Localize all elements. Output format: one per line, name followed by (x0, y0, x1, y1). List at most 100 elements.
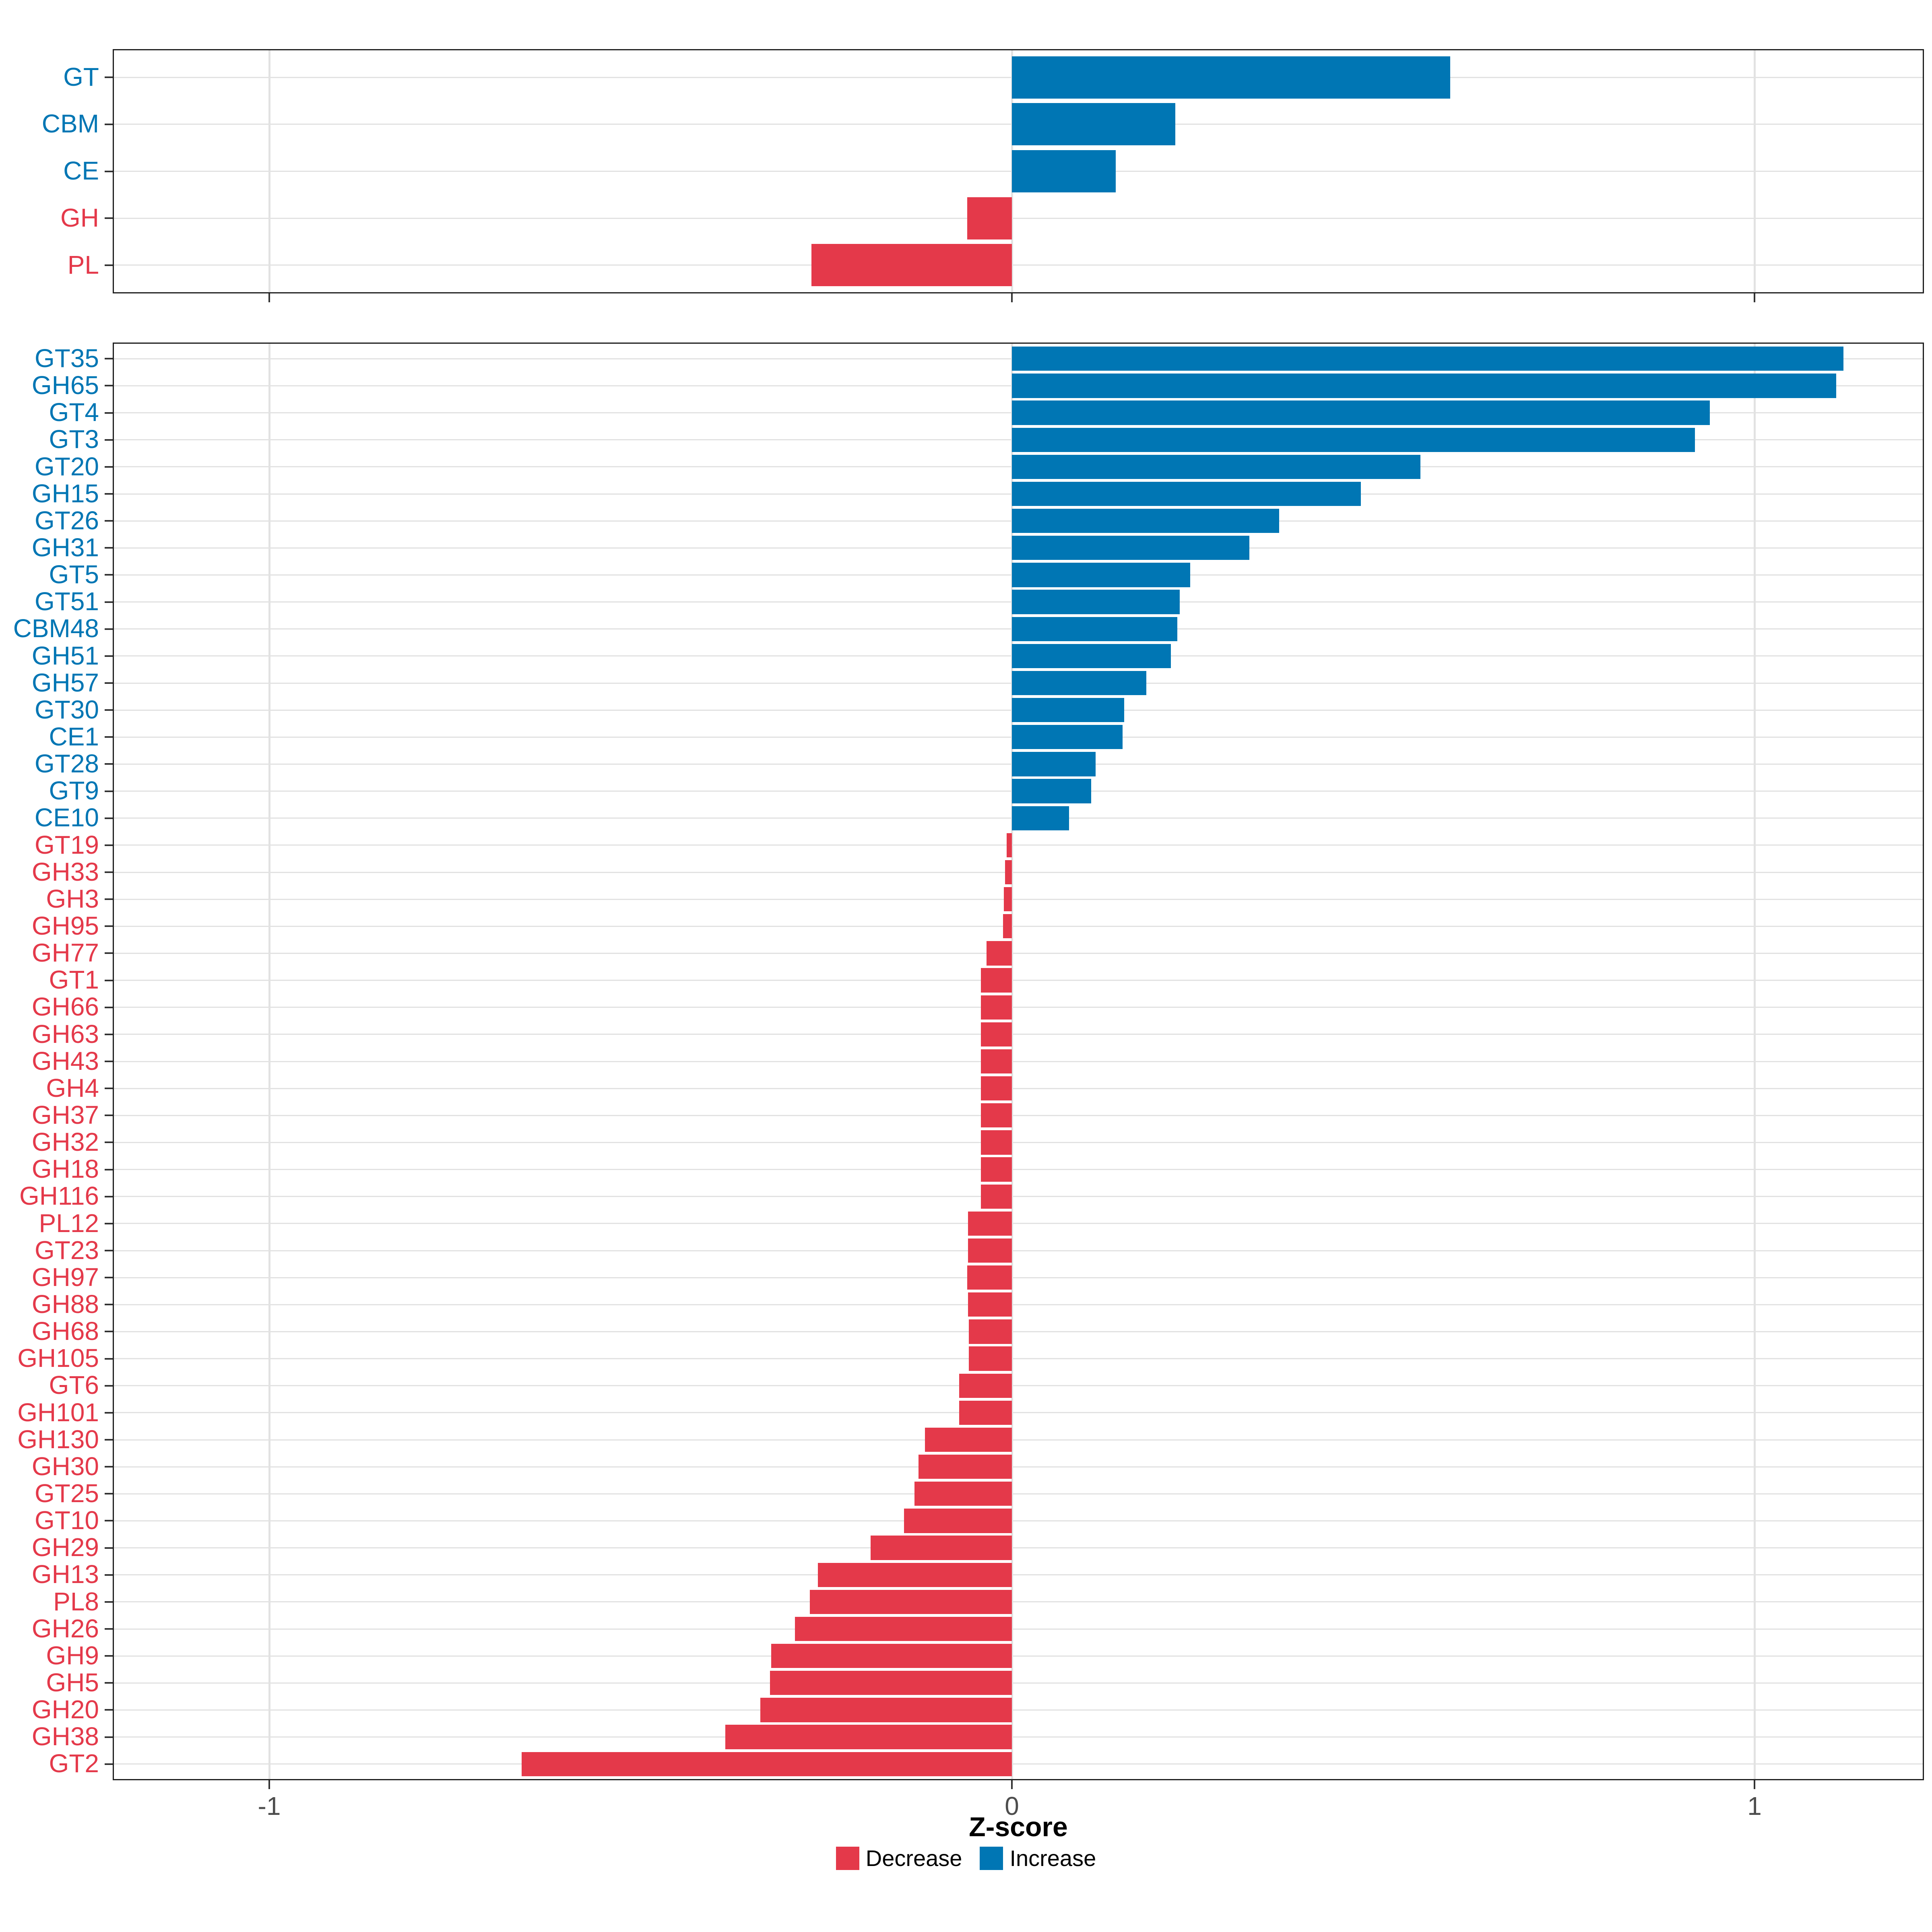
horizontal-gridline (113, 1169, 1924, 1170)
horizontal-gridline (113, 1574, 1924, 1576)
category-label: GH77 (31, 938, 99, 968)
category-label: PL8 (53, 1587, 99, 1616)
category-label: GH43 (31, 1046, 99, 1075)
category-label: GH5 (46, 1668, 99, 1697)
y-axis-tick (105, 385, 113, 387)
y-axis-tick (105, 655, 113, 657)
horizontal-gridline (113, 925, 1924, 927)
y-axis-tick (105, 1141, 113, 1144)
bar (811, 244, 1012, 287)
x-axis-title: Z-score (969, 1812, 1068, 1842)
bar (725, 1725, 1012, 1749)
y-axis-tick (105, 1466, 113, 1468)
panel-border (113, 49, 1924, 293)
horizontal-gridline (113, 1493, 1924, 1494)
y-axis-tick (105, 217, 113, 219)
category-label: GT10 (34, 1506, 99, 1535)
category-label: PL (67, 250, 99, 279)
category-label: GH33 (31, 857, 99, 886)
horizontal-gridline (113, 1141, 1924, 1143)
bar (967, 1265, 1012, 1290)
bar (1012, 806, 1069, 830)
bar (1012, 671, 1146, 696)
x-axis-tick (1011, 1780, 1013, 1789)
bar (987, 941, 1012, 966)
category-label: GH (60, 203, 99, 232)
bar (1012, 400, 1710, 425)
category-label: GT (63, 62, 99, 91)
category-label: GH51 (31, 641, 99, 670)
bar (1012, 617, 1178, 641)
y-axis-tick (105, 1358, 113, 1360)
y-axis-tick (105, 1033, 113, 1035)
horizontal-gridline (113, 1763, 1924, 1765)
horizontal-gridline (113, 1682, 1924, 1684)
y-axis-tick (105, 493, 113, 495)
y-axis-tick (105, 1331, 113, 1333)
category-label: GT28 (34, 749, 99, 778)
y-axis-tick (105, 1439, 113, 1441)
y-axis-tick (105, 1195, 113, 1197)
y-axis-tick (105, 76, 113, 78)
legend-label-decrease: Decrease (865, 1845, 962, 1871)
bar (980, 1049, 1012, 1074)
horizontal-gridline (113, 1736, 1924, 1738)
category-label: GH88 (31, 1290, 99, 1319)
bar (1003, 887, 1012, 912)
bar (818, 1563, 1012, 1587)
horizontal-gridline (113, 1304, 1924, 1305)
bar (980, 968, 1012, 993)
bar (1012, 508, 1280, 533)
x-tick-label: -1 (258, 1792, 281, 1821)
y-axis-tick (105, 1250, 113, 1251)
category-label: GH101 (17, 1397, 99, 1427)
bar (1012, 374, 1836, 398)
category-label: GH4 (46, 1073, 99, 1102)
bar (810, 1589, 1012, 1614)
y-axis-tick (105, 1115, 113, 1117)
horizontal-gridline (113, 1655, 1924, 1657)
bar (968, 1292, 1012, 1317)
horizontal-gridline (113, 1088, 1924, 1089)
category-label: GT25 (34, 1479, 99, 1508)
category-label: GH9 (46, 1641, 99, 1670)
y-axis-tick (105, 1412, 113, 1414)
y-axis-tick (105, 709, 113, 711)
category-label: GH116 (19, 1181, 99, 1211)
bar (1012, 725, 1123, 749)
horizontal-gridline (113, 1520, 1924, 1521)
category-label: GH130 (17, 1424, 99, 1454)
category-label: GH26 (31, 1614, 99, 1643)
y-axis-tick (105, 547, 113, 549)
bar (1012, 103, 1175, 146)
x-axis-tick (1754, 293, 1755, 302)
horizontal-gridline (113, 1358, 1924, 1360)
bar (1012, 427, 1695, 452)
x-tick-label: 1 (1747, 1792, 1762, 1821)
horizontal-gridline (113, 217, 1924, 219)
bar (771, 1643, 1012, 1668)
y-axis-tick (105, 1709, 113, 1711)
y-axis-tick (105, 1628, 113, 1630)
bar (1003, 914, 1012, 939)
horizontal-gridline (113, 1007, 1924, 1008)
bar (1007, 833, 1012, 858)
bar (918, 1454, 1012, 1479)
y-axis-tick (105, 1168, 113, 1170)
category-label: GH13 (31, 1560, 99, 1589)
y-axis-tick (105, 952, 113, 954)
y-axis-tick (105, 1763, 113, 1765)
category-label: CE (63, 156, 99, 186)
bar (1012, 779, 1092, 803)
x-axis-tick (268, 293, 270, 302)
bar (914, 1482, 1012, 1506)
category-label: GH105 (17, 1344, 99, 1373)
horizontal-gridline (113, 1196, 1924, 1197)
bar (871, 1536, 1012, 1560)
panel-border (113, 343, 1924, 1780)
horizontal-gridline (113, 1115, 1924, 1116)
horizontal-gridline (113, 1061, 1924, 1062)
category-label: CBM (41, 109, 99, 138)
horizontal-gridline (113, 1628, 1924, 1630)
